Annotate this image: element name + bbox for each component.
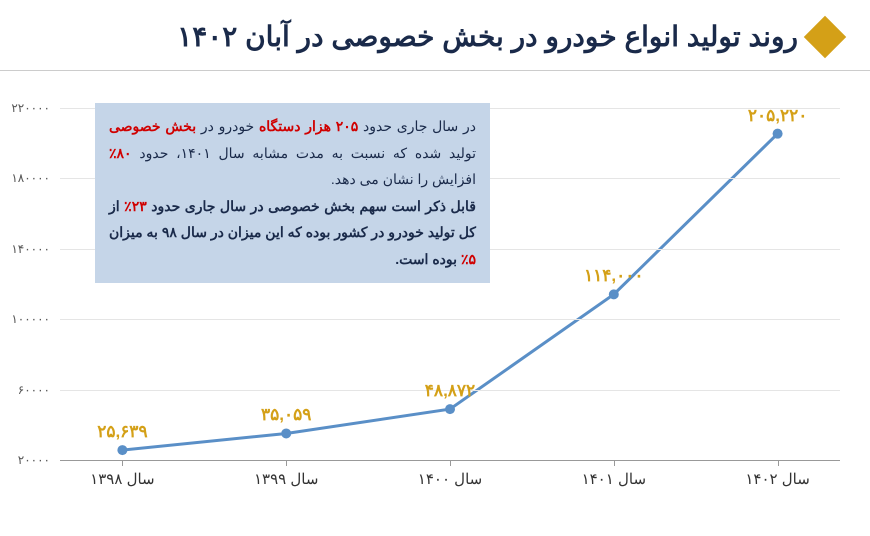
data-label: ۴۸,۸۷۲ [425, 381, 475, 401]
t-red: ۵٪ [461, 251, 476, 267]
title-row: روند تولید انواع خودرو در بخش خصوصی در آ… [80, 20, 840, 53]
x-tick-label: سال ۱۳۹۸ [90, 470, 154, 488]
y-tick-label: ۲۰۰۰۰ [0, 453, 50, 467]
t-red: ۲۳٪ [124, 198, 147, 214]
t-red: ۸۰٪ [109, 145, 132, 161]
y-tick-label: ۱۴۰۰۰۰ [0, 242, 50, 256]
y-tick-label: ۶۰۰۰۰ [0, 383, 50, 397]
data-point [609, 289, 619, 299]
t: در سال جاری حدود [358, 118, 476, 134]
data-label: ۳۵,۰۵۹ [261, 405, 311, 425]
data-point [773, 129, 783, 139]
t: تولید شده که نسبت به مدت مشابه سال ۱۴۰۱،… [132, 145, 476, 161]
t-red: ۲۰۵ هزار دستگاه [259, 118, 358, 134]
x-tick-label: سال ۱۳۹۹ [254, 470, 318, 488]
x-tick-label: سال ۱۴۰۲ [745, 470, 809, 488]
page-title: روند تولید انواع خودرو در بخش خصوصی در آ… [177, 20, 798, 53]
x-tick-label: سال ۱۴۰۰ [418, 470, 482, 488]
data-label: ۱۱۴,۰۰۰ [584, 266, 644, 286]
y-tick-label: ۱۸۰۰۰۰ [0, 171, 50, 185]
x-tick-label: سال ۱۴۰۱ [582, 470, 646, 488]
x-tick [778, 460, 779, 466]
t-red: بخش خصوصی [109, 118, 196, 134]
t: خودرو در [196, 118, 254, 134]
t: قابل ذکر است سهم بخش خصوصی در سال جاری ح… [147, 198, 476, 214]
t: افزایش را نشان می دهد. [331, 171, 476, 187]
data-point [281, 428, 291, 438]
y-tick-label: ۲۲۰۰۰۰ [0, 101, 50, 115]
data-point [117, 445, 127, 455]
y-tick-label: ۱۰۰۰۰۰ [0, 312, 50, 326]
grid-line [60, 319, 840, 320]
info-text: در سال جاری حدود ۲۰۵ هزار دستگاه خودرو د… [109, 118, 476, 267]
x-tick [614, 460, 615, 466]
title-underline [0, 70, 870, 71]
x-tick [450, 460, 451, 466]
diamond-icon [804, 15, 846, 57]
x-tick [122, 460, 123, 466]
data-label: ۲۰۵,۲۲۰ [748, 106, 808, 126]
info-box: در سال جاری حدود ۲۰۵ هزار دستگاه خودرو د… [95, 103, 490, 283]
t: بوده است. [395, 251, 457, 267]
data-point [445, 404, 455, 414]
data-label: ۲۵,۶۳۹ [97, 422, 147, 442]
x-tick [286, 460, 287, 466]
